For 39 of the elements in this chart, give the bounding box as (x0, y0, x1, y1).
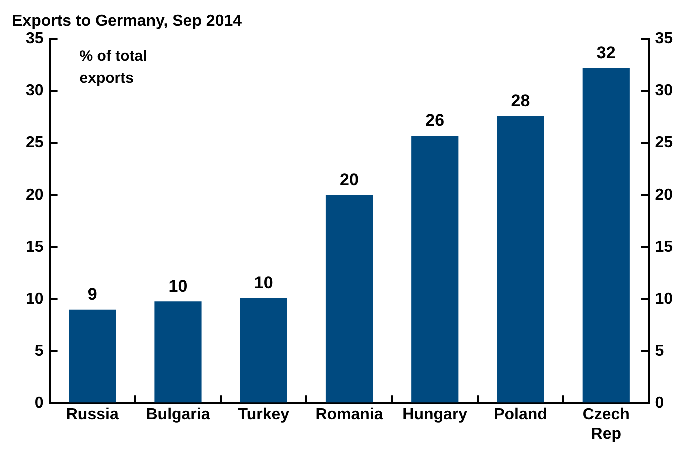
y-tick-label: 5 (34, 342, 44, 360)
chart-title: Exports to Germany, Sep 2014 (12, 13, 242, 30)
x-tick-label: Czech Rep (582, 406, 630, 443)
data-label: 9 (88, 285, 98, 304)
y-tick-label: 15 (26, 238, 44, 256)
y-tick-label: 30 (26, 82, 44, 100)
data-label: 10 (254, 274, 274, 293)
data-label: 28 (511, 91, 530, 110)
y2-tick-label: 25 (655, 134, 674, 152)
y2-tick-label: 0 (655, 395, 664, 412)
data-label: 26 (426, 111, 445, 130)
data-label: 20 (340, 170, 359, 190)
bar (326, 195, 374, 403)
y-tick-label: 35 (26, 30, 44, 48)
y2-tick-label: 10 (655, 290, 674, 308)
bar (582, 68, 630, 403)
y-tick-label: 10 (26, 290, 44, 308)
x-tick-label: Hungary (402, 406, 468, 424)
y2-tick-label: 35 (655, 30, 674, 48)
bar (497, 116, 544, 403)
y-tick-label: 20 (26, 186, 44, 204)
x-tick-label: Romania (316, 406, 384, 424)
x-tick-label: Russia (66, 406, 119, 424)
y2-tick-label: 5 (655, 342, 664, 360)
y2-tick-label: 20 (655, 186, 674, 204)
y2-tick-label: 15 (655, 238, 674, 256)
y-tick-label: 0 (34, 395, 44, 412)
data-label: 10 (168, 276, 188, 296)
bar (412, 136, 459, 403)
bar (69, 310, 116, 403)
bar (154, 302, 202, 403)
annotation: % of total exports (80, 48, 148, 87)
x-tick-label: Bulgaria (146, 406, 210, 424)
y-tick-label: 25 (26, 134, 44, 152)
bar (240, 298, 288, 403)
x-tick-label: Poland (494, 406, 548, 424)
data-label: 32 (596, 44, 616, 63)
x-tick-label: Turkey (238, 406, 290, 424)
y2-tick-label: 30 (655, 82, 674, 100)
